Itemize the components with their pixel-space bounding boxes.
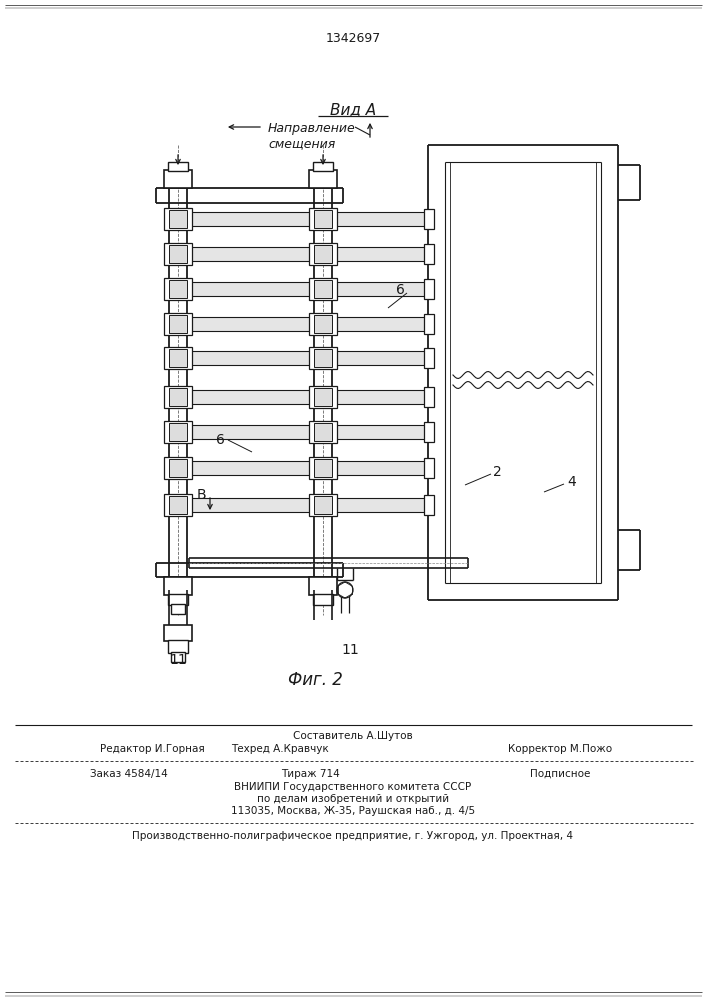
Text: В: В bbox=[197, 488, 206, 502]
Bar bbox=[314, 423, 332, 441]
Text: 2: 2 bbox=[493, 465, 502, 479]
Bar bbox=[169, 496, 187, 514]
Bar bbox=[189, 212, 426, 226]
Bar bbox=[309, 208, 337, 230]
Bar bbox=[189, 498, 426, 512]
Text: 11: 11 bbox=[341, 643, 359, 657]
Bar bbox=[309, 347, 337, 369]
Bar bbox=[424, 244, 434, 264]
Bar bbox=[424, 348, 434, 368]
Bar bbox=[169, 459, 187, 477]
Bar bbox=[424, 314, 434, 334]
Bar bbox=[309, 170, 337, 188]
Bar bbox=[168, 594, 188, 605]
Bar bbox=[181, 422, 191, 442]
Bar bbox=[424, 387, 434, 407]
Bar bbox=[164, 577, 192, 595]
Text: 11: 11 bbox=[169, 653, 187, 667]
Bar bbox=[164, 625, 192, 641]
Bar bbox=[171, 652, 185, 662]
Bar bbox=[424, 495, 434, 515]
Bar bbox=[314, 496, 332, 514]
Bar bbox=[171, 604, 185, 614]
Bar bbox=[314, 315, 332, 333]
Text: Вид A: Вид A bbox=[330, 103, 376, 117]
Bar bbox=[189, 317, 426, 331]
Text: Составитель А.Шутов: Составитель А.Шутов bbox=[293, 731, 413, 741]
Bar bbox=[168, 162, 188, 171]
Bar bbox=[189, 351, 426, 365]
Bar bbox=[309, 421, 337, 443]
Bar bbox=[424, 209, 434, 229]
Bar bbox=[181, 209, 191, 229]
Bar bbox=[314, 280, 332, 298]
Text: ВНИИПИ Государственного комитета СССР: ВНИИПИ Государственного комитета СССР bbox=[235, 782, 472, 792]
Text: Заказ 4584/14: Заказ 4584/14 bbox=[90, 769, 168, 779]
Text: Фиг. 2: Фиг. 2 bbox=[288, 671, 342, 689]
Bar bbox=[314, 210, 332, 228]
Bar bbox=[309, 577, 337, 595]
Bar bbox=[181, 495, 191, 515]
Bar bbox=[164, 313, 192, 335]
Bar bbox=[181, 279, 191, 299]
Bar bbox=[313, 594, 333, 605]
Text: Редактор И.Горная: Редактор И.Горная bbox=[100, 744, 205, 754]
Bar bbox=[189, 461, 426, 475]
Bar bbox=[181, 458, 191, 478]
Text: Направление
смещения: Направление смещения bbox=[268, 122, 356, 150]
Bar bbox=[169, 280, 187, 298]
Text: Производственно-полиграфическое предприятие, г. Ужгород, ул. Проектная, 4: Производственно-полиграфическое предприя… bbox=[132, 831, 573, 841]
Bar bbox=[314, 459, 332, 477]
Bar bbox=[314, 388, 332, 406]
Bar bbox=[169, 349, 187, 367]
Bar bbox=[164, 243, 192, 265]
Bar bbox=[309, 494, 337, 516]
Bar bbox=[164, 170, 192, 188]
Text: 6: 6 bbox=[216, 433, 225, 447]
Bar bbox=[424, 458, 434, 478]
Bar bbox=[309, 386, 337, 408]
Bar bbox=[169, 210, 187, 228]
Text: 113035, Москва, Ж-35, Раушская наб., д. 4/5: 113035, Москва, Ж-35, Раушская наб., д. … bbox=[231, 806, 475, 816]
Bar bbox=[309, 313, 337, 335]
Bar bbox=[164, 421, 192, 443]
Bar bbox=[181, 314, 191, 334]
Bar bbox=[169, 315, 187, 333]
Bar bbox=[164, 208, 192, 230]
Bar bbox=[164, 278, 192, 300]
Bar bbox=[181, 348, 191, 368]
Bar bbox=[169, 245, 187, 263]
Bar bbox=[164, 457, 192, 479]
Bar bbox=[314, 245, 332, 263]
Bar bbox=[424, 279, 434, 299]
Bar bbox=[181, 244, 191, 264]
Bar bbox=[164, 386, 192, 408]
Bar bbox=[189, 282, 426, 296]
Text: по делам изобретений и открытий: по делам изобретений и открытий bbox=[257, 794, 449, 804]
Bar bbox=[181, 387, 191, 407]
Text: 1342697: 1342697 bbox=[325, 31, 380, 44]
Bar bbox=[189, 425, 426, 439]
Text: 4: 4 bbox=[567, 475, 575, 489]
Bar bbox=[168, 640, 188, 653]
Text: Подписное: Подписное bbox=[530, 769, 590, 779]
Bar bbox=[189, 390, 426, 404]
Bar bbox=[189, 247, 426, 261]
Bar bbox=[313, 162, 333, 171]
Bar bbox=[169, 423, 187, 441]
Bar bbox=[309, 243, 337, 265]
Bar bbox=[314, 349, 332, 367]
Text: Корректор М.Пожо: Корректор М.Пожо bbox=[508, 744, 612, 754]
Bar bbox=[309, 457, 337, 479]
Text: Тираж 714: Тираж 714 bbox=[281, 769, 339, 779]
Bar bbox=[164, 494, 192, 516]
Bar bbox=[309, 278, 337, 300]
Bar bbox=[169, 388, 187, 406]
Text: 6: 6 bbox=[395, 283, 404, 297]
Bar bbox=[164, 347, 192, 369]
Bar bbox=[424, 422, 434, 442]
Text: Техред А.Кравчук: Техред А.Кравчук bbox=[231, 744, 329, 754]
